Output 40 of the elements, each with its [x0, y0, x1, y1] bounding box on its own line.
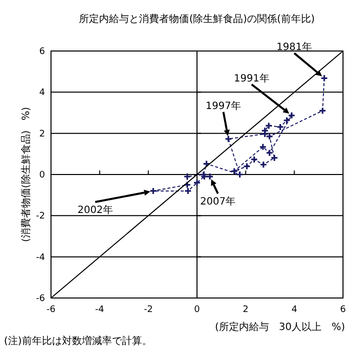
point [276, 123, 284, 131]
y-tick-label: 6 [39, 47, 46, 57]
y-axis-title: (消費者物価(除生鮮食品) %) [20, 106, 32, 242]
y-tick-label: 2 [39, 129, 45, 140]
annotation: 2007年 [200, 196, 236, 208]
x-axis-title: (所定内給与 30人以上 %) [214, 321, 346, 333]
point [288, 112, 296, 120]
point [260, 160, 268, 168]
point [193, 178, 201, 187]
point [184, 187, 192, 195]
point [149, 187, 157, 195]
annotation: 1997年 [206, 100, 242, 112]
x-tick-label: 0 [194, 305, 200, 315]
y-tick-label: 0 [39, 170, 46, 180]
annotation: 1981年 [276, 41, 312, 54]
chart-title: 所定内給与と消費者物価(除生鮮食品)の関係(前年比) [79, 13, 315, 25]
point [250, 156, 258, 164]
point [320, 74, 328, 82]
point [202, 160, 210, 168]
x-tick-label: -2 [144, 305, 153, 315]
y-tick-label: -2 [36, 212, 45, 222]
x-tick-label: -4 [95, 305, 104, 315]
x-tick-label: 4 [291, 305, 298, 315]
y-tick-label: -4 [36, 252, 46, 263]
text: (注)前年比は対数増減率で計算。 [4, 335, 152, 347]
point [282, 116, 291, 124]
point [183, 180, 192, 189]
y-tick-label: 4 [39, 88, 46, 98]
point [259, 143, 267, 151]
annotation: 1991年 [234, 72, 270, 84]
y-tick-label: -6 [36, 294, 46, 304]
point [224, 135, 232, 143]
x-tick-label: 6 [340, 305, 346, 315]
point [318, 106, 326, 114]
x-tick-label: 2 [242, 305, 249, 315]
point [183, 172, 192, 180]
annotation: 2002年 [77, 204, 113, 216]
point [264, 122, 273, 130]
x-tick-label: -6 [46, 305, 56, 315]
point [243, 162, 251, 170]
